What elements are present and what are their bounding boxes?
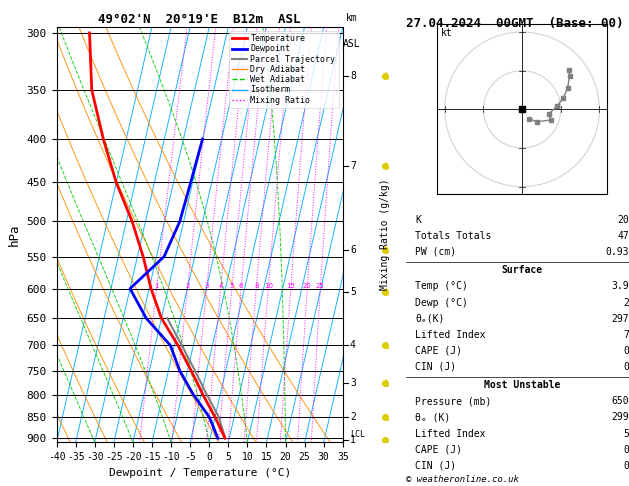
Text: 8: 8 (350, 71, 356, 81)
Text: Mixing Ratio (g/kg): Mixing Ratio (g/kg) (381, 179, 390, 290)
Text: 0: 0 (623, 445, 629, 454)
Text: 297: 297 (611, 313, 629, 324)
Text: 20: 20 (618, 215, 629, 225)
Text: 7: 7 (623, 330, 629, 340)
Text: Lifted Index: Lifted Index (415, 330, 486, 340)
Text: PW (cm): PW (cm) (415, 247, 456, 257)
X-axis label: Dewpoint / Temperature (°C): Dewpoint / Temperature (°C) (109, 468, 291, 478)
Text: 15: 15 (286, 283, 295, 289)
Text: Surface: Surface (501, 265, 543, 276)
Text: 2: 2 (350, 412, 356, 422)
Text: 6: 6 (239, 283, 243, 289)
Text: 5: 5 (230, 283, 234, 289)
Text: θₑ (K): θₑ (K) (415, 413, 450, 422)
Text: ASL: ASL (342, 39, 360, 49)
Text: 4: 4 (350, 341, 356, 350)
Text: CIN (J): CIN (J) (415, 461, 456, 470)
Text: Dewp (°C): Dewp (°C) (415, 297, 468, 308)
Text: 20: 20 (303, 283, 312, 289)
Text: © weatheronline.co.uk: © weatheronline.co.uk (406, 474, 518, 484)
Text: CIN (J): CIN (J) (415, 362, 456, 372)
Text: 2: 2 (186, 283, 189, 289)
Text: 1: 1 (350, 435, 356, 445)
Text: 299: 299 (611, 413, 629, 422)
Title: 49°02'N  20°19'E  B12m  ASL: 49°02'N 20°19'E B12m ASL (99, 13, 301, 26)
Text: 1: 1 (154, 283, 159, 289)
Text: Totals Totals: Totals Totals (415, 231, 491, 241)
Text: 650: 650 (611, 397, 629, 406)
Text: 0: 0 (623, 346, 629, 356)
Text: 47: 47 (618, 231, 629, 241)
Text: 27.04.2024  00GMT  (Base: 00): 27.04.2024 00GMT (Base: 00) (406, 17, 623, 30)
Text: Most Unstable: Most Unstable (484, 381, 560, 390)
Text: CAPE (J): CAPE (J) (415, 445, 462, 454)
Text: 3.9: 3.9 (611, 281, 629, 292)
Text: 3: 3 (204, 283, 209, 289)
Text: kt: kt (441, 28, 453, 38)
Text: km: km (345, 13, 357, 22)
Text: 5: 5 (623, 429, 629, 438)
Text: 2: 2 (623, 297, 629, 308)
Text: 5: 5 (350, 287, 356, 296)
Text: 7: 7 (350, 161, 356, 171)
Text: 0: 0 (623, 461, 629, 470)
Legend: Temperature, Dewpoint, Parcel Trajectory, Dry Adiabat, Wet Adiabat, Isotherm, Mi: Temperature, Dewpoint, Parcel Trajectory… (228, 31, 338, 108)
Text: 3: 3 (350, 378, 356, 388)
Text: 0: 0 (623, 362, 629, 372)
Text: 8: 8 (254, 283, 259, 289)
Text: 0.93: 0.93 (606, 247, 629, 257)
Text: LCL: LCL (350, 430, 365, 438)
Text: Temp (°C): Temp (°C) (415, 281, 468, 292)
Y-axis label: hPa: hPa (8, 223, 21, 246)
Text: 6: 6 (350, 245, 356, 255)
Text: 10: 10 (264, 283, 273, 289)
Text: Pressure (mb): Pressure (mb) (415, 397, 491, 406)
Text: 25: 25 (316, 283, 325, 289)
Text: θₑ(K): θₑ(K) (415, 313, 445, 324)
Text: 4: 4 (218, 283, 223, 289)
Text: K: K (415, 215, 421, 225)
Text: Lifted Index: Lifted Index (415, 429, 486, 438)
Text: CAPE (J): CAPE (J) (415, 346, 462, 356)
